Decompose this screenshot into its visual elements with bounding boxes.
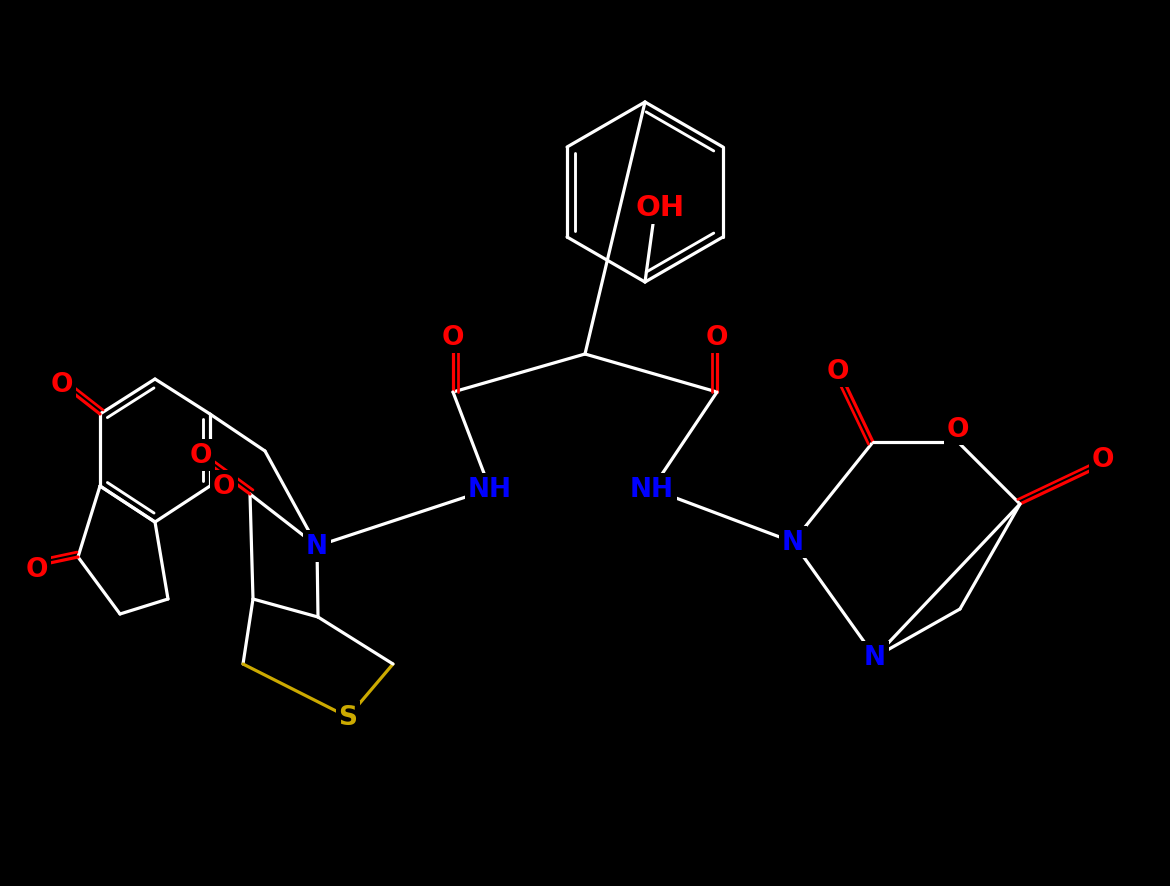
Text: O: O (50, 371, 74, 398)
Text: NH: NH (629, 477, 674, 502)
Text: O: O (706, 324, 728, 351)
Text: O: O (213, 473, 235, 500)
Text: NH: NH (468, 477, 512, 502)
Text: O: O (947, 416, 969, 442)
Text: N: N (307, 533, 328, 559)
Text: N: N (782, 530, 804, 556)
Text: OH: OH (635, 194, 684, 222)
Text: N: N (863, 644, 886, 670)
Text: O: O (1092, 447, 1114, 472)
Text: O: O (26, 556, 48, 582)
Text: O: O (190, 442, 212, 469)
Text: O: O (442, 324, 464, 351)
Text: S: S (338, 704, 358, 730)
Text: O: O (827, 359, 849, 385)
